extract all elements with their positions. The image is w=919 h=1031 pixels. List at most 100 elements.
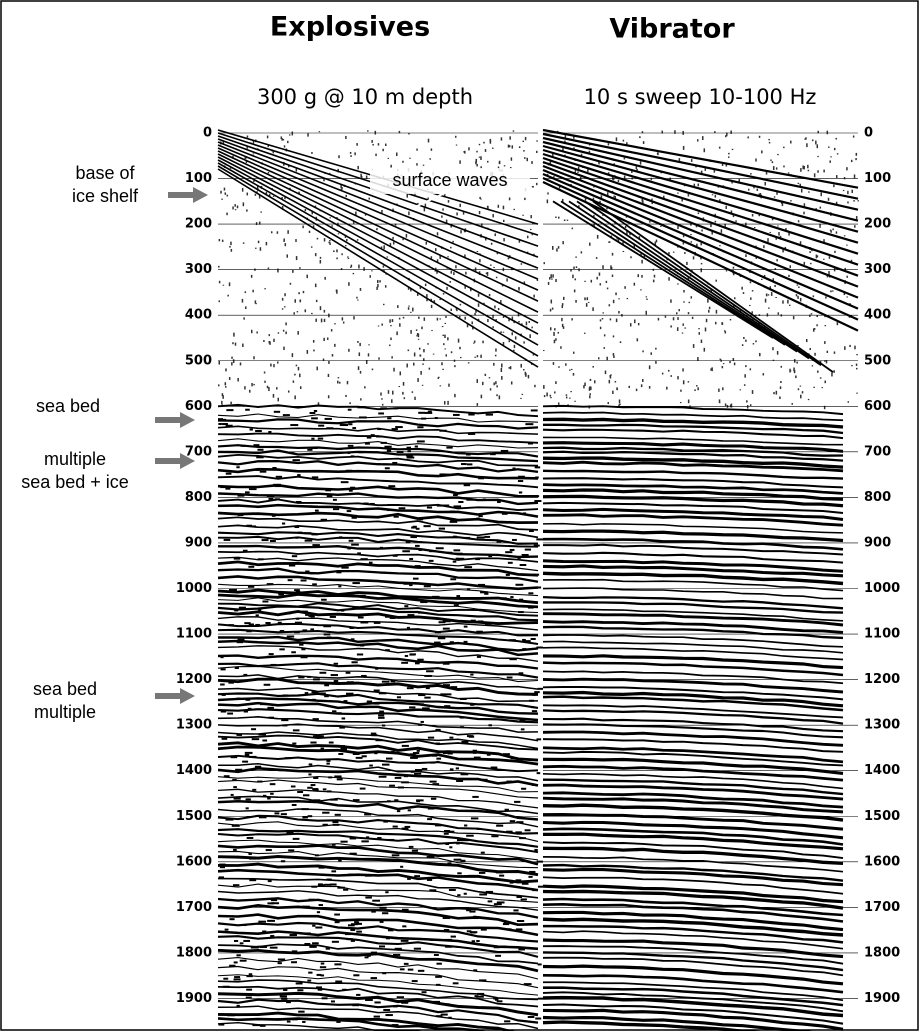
noise	[777, 153, 779, 156]
noise	[817, 130, 819, 134]
noise	[684, 327, 686, 329]
noise	[267, 880, 272, 883]
noise	[294, 589, 300, 592]
noise	[376, 286, 378, 290]
noise	[611, 274, 614, 277]
noise	[525, 321, 528, 326]
noise	[763, 245, 765, 249]
reflection	[542, 995, 844, 1018]
noise	[412, 577, 419, 580]
reflection	[217, 883, 539, 903]
noise	[506, 830, 513, 833]
noise	[609, 318, 612, 321]
noise	[697, 212, 700, 215]
noise	[329, 798, 338, 801]
reflection	[217, 403, 539, 418]
noise	[599, 319, 602, 322]
noise	[326, 427, 334, 430]
noise	[519, 837, 526, 840]
noise	[498, 395, 501, 400]
noise	[290, 452, 295, 455]
noise	[270, 231, 273, 234]
noise	[518, 475, 525, 478]
noise	[352, 427, 357, 430]
reflection	[542, 902, 844, 923]
noise	[442, 662, 450, 665]
noise	[326, 636, 332, 639]
noise	[493, 382, 495, 386]
noise	[357, 341, 359, 343]
noise	[282, 414, 290, 417]
noise	[348, 539, 354, 542]
noise	[312, 788, 319, 791]
noise	[471, 940, 476, 943]
noise	[437, 377, 440, 379]
noise	[409, 157, 411, 159]
noise	[715, 309, 718, 314]
reflection	[542, 537, 844, 551]
noise	[408, 133, 410, 135]
noise	[424, 203, 427, 208]
noise	[385, 757, 393, 760]
noise	[495, 954, 502, 957]
noise	[775, 296, 777, 298]
noise	[336, 257, 338, 260]
reflection	[542, 456, 844, 469]
noise	[677, 283, 679, 285]
noise	[245, 408, 250, 411]
noise	[392, 241, 395, 245]
reflection	[542, 813, 844, 831]
noise	[295, 168, 298, 172]
noise	[301, 562, 309, 565]
noise	[633, 282, 636, 286]
noise	[412, 752, 420, 755]
reflection	[542, 670, 844, 685]
noise	[703, 347, 706, 352]
noise	[520, 397, 522, 399]
noise	[270, 363, 272, 367]
noise	[463, 151, 465, 153]
time-label: 1100	[864, 627, 900, 642]
noise	[420, 370, 422, 375]
reflection	[542, 764, 844, 782]
noise	[244, 291, 247, 294]
noise	[224, 382, 227, 386]
noise	[530, 409, 538, 412]
noise	[302, 816, 308, 819]
noise	[776, 351, 779, 355]
noise	[362, 486, 369, 489]
noise	[423, 348, 425, 353]
noise	[815, 208, 817, 210]
noise	[279, 630, 285, 633]
noise	[407, 349, 410, 352]
noise	[317, 988, 323, 991]
noise	[387, 509, 395, 512]
noise	[245, 807, 249, 810]
noise	[751, 290, 754, 292]
reflection	[217, 475, 539, 489]
noise	[811, 365, 814, 367]
noise	[456, 842, 460, 845]
noise	[571, 368, 573, 370]
noise	[418, 548, 423, 551]
noise	[762, 373, 765, 376]
noise	[418, 411, 426, 414]
noise	[556, 130, 559, 133]
noise	[220, 668, 226, 671]
noise	[700, 170, 703, 175]
noise	[613, 195, 615, 198]
noise	[517, 480, 524, 483]
noise	[783, 146, 785, 149]
surface-wave	[542, 132, 859, 200]
noise	[249, 879, 257, 882]
annotation: sea bed	[36, 396, 100, 416]
noise	[466, 735, 474, 738]
noise	[377, 284, 379, 288]
noise	[270, 935, 275, 938]
seismic-panel	[542, 128, 860, 1031]
noise	[825, 296, 827, 299]
noise	[408, 845, 414, 848]
noise	[547, 192, 549, 195]
noise	[310, 615, 315, 618]
noise	[772, 166, 775, 171]
